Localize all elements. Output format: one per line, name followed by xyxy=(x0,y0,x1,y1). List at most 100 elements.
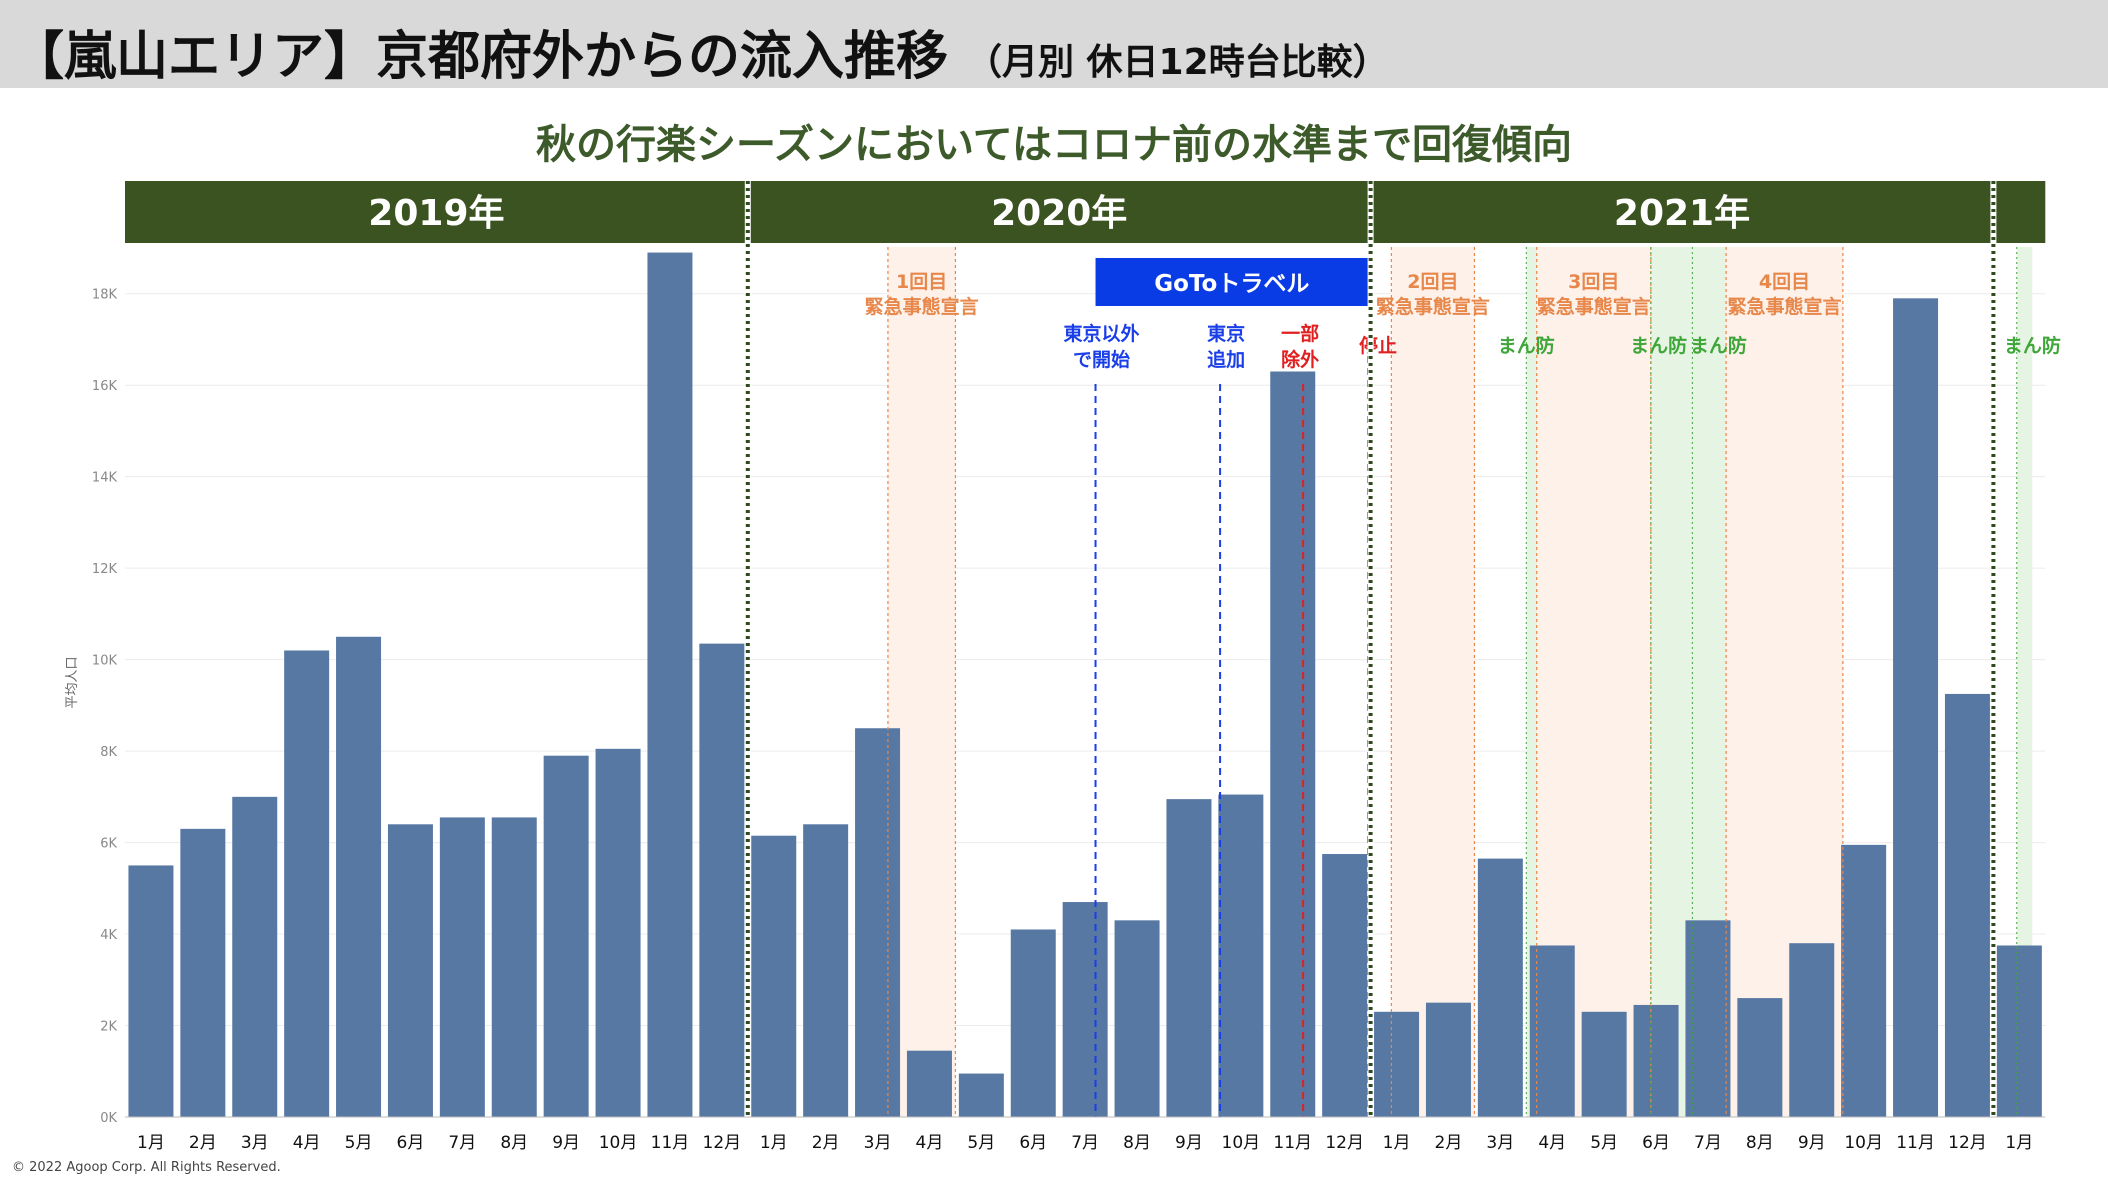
page-subtitle: （月別 休日12時台比較） xyxy=(966,42,1389,83)
x-tick-label: 8月 xyxy=(1746,1133,1774,1153)
bar xyxy=(1010,929,1056,1117)
x-tick-label: 12月 xyxy=(703,1133,742,1153)
year-label: 2019年 xyxy=(368,193,504,234)
emergency-label: 緊急事態宣言 xyxy=(1537,295,1651,318)
x-tick-label: 7月 xyxy=(448,1133,476,1153)
bar xyxy=(1737,998,1783,1117)
copyright: © 2022 Agoop Corp. All Rights Reserved. xyxy=(12,1160,281,1175)
y-tick-label: 16K xyxy=(92,379,118,394)
x-tick-label: 6月 xyxy=(397,1133,425,1153)
bar xyxy=(1893,298,1939,1117)
bar xyxy=(1685,920,1731,1117)
x-tick-label: 10月 xyxy=(1844,1133,1883,1153)
bar xyxy=(1322,854,1368,1117)
bar xyxy=(180,828,226,1117)
chart-headline: 秋の行楽シーズンにおいてはコロナ前の水準まで回復傾向 xyxy=(536,122,1572,168)
x-tick-label: 8月 xyxy=(500,1133,528,1153)
bar xyxy=(1166,799,1212,1117)
goto-marker-label: 東京以外 xyxy=(1064,322,1140,345)
x-tick-label: 5月 xyxy=(345,1133,373,1153)
emergency-label: 1回目 xyxy=(896,271,947,293)
x-tick-label: 7月 xyxy=(1071,1133,1099,1153)
x-tick-label: 1月 xyxy=(1383,1133,1411,1153)
year-band xyxy=(1370,181,1994,243)
manbo-label: まん防 xyxy=(1690,334,1747,357)
x-tick-label: 11月 xyxy=(651,1133,690,1153)
bar xyxy=(491,817,537,1117)
y-tick-label: 4K xyxy=(100,928,117,943)
bar xyxy=(1374,1011,1420,1117)
y-tick-label: 10K xyxy=(92,654,118,669)
x-tick-label: 3月 xyxy=(864,1133,892,1153)
x-tick-label: 9月 xyxy=(1798,1133,1826,1153)
goto-label: GoToトラベル xyxy=(1154,271,1309,297)
bar xyxy=(647,252,693,1118)
bar xyxy=(128,865,174,1117)
y-tick-label: 18K xyxy=(92,288,118,303)
x-tick-label: 1月 xyxy=(137,1133,165,1153)
bar xyxy=(1477,858,1523,1117)
bar xyxy=(751,835,797,1117)
x-tick-label: 1月 xyxy=(760,1133,788,1153)
title-bar: 【嵐山エリア】京都府外からの流入推移 （月別 休日12時台比較） xyxy=(0,0,2108,88)
bar xyxy=(1789,943,1835,1117)
x-tick-label: 12月 xyxy=(1948,1133,1987,1153)
emergency-label: 4回目 xyxy=(1759,271,1810,293)
x-tick-label: 4月 xyxy=(293,1133,321,1153)
emergency-label: 2回目 xyxy=(1407,271,1458,293)
goto-marker-label: 除外 xyxy=(1281,348,1319,371)
emergency-band xyxy=(1391,247,1475,1117)
emergency-label: 3回目 xyxy=(1568,271,1619,293)
bar xyxy=(1425,1002,1471,1117)
emergency-label: 緊急事態宣言 xyxy=(865,295,979,318)
x-tick-label: 4月 xyxy=(916,1133,944,1153)
emergency-label: 緊急事態宣言 xyxy=(1727,295,1841,318)
x-tick-label: 9月 xyxy=(1175,1133,1203,1153)
bar xyxy=(439,817,485,1117)
x-tick-label: 2月 xyxy=(1435,1133,1463,1153)
x-tick-label: 1月 xyxy=(2005,1133,2033,1153)
year-label: 2020年 xyxy=(991,193,1127,234)
bar xyxy=(1529,945,1575,1117)
bar xyxy=(595,748,641,1117)
bar xyxy=(1114,920,1160,1117)
goto-box xyxy=(1095,258,1369,306)
manbo-band xyxy=(1526,247,1537,1117)
manbo-label: まん防 xyxy=(1630,334,1687,357)
page-title: 【嵐山エリア】京都府外からの流入推移 （月別 休日12時台比較） xyxy=(12,27,1389,87)
year-label: 2021年 xyxy=(1614,193,1750,234)
bar xyxy=(1944,693,1990,1117)
bar xyxy=(1062,902,1108,1117)
manbo-label: まん防 xyxy=(2004,334,2061,357)
year-band xyxy=(125,181,748,243)
bar xyxy=(543,755,589,1117)
bar xyxy=(906,1050,952,1117)
x-tick-label: 10月 xyxy=(599,1133,638,1153)
x-tick-label: 5月 xyxy=(967,1133,995,1153)
x-tick-label: 7月 xyxy=(1694,1133,1722,1153)
x-tick-label: 9月 xyxy=(552,1133,580,1153)
y-tick-label: 14K xyxy=(92,471,118,486)
bar xyxy=(1633,1004,1679,1117)
x-tick-label: 12月 xyxy=(1325,1133,1364,1153)
x-tick-label: 5月 xyxy=(1590,1133,1618,1153)
x-tick-label: 6月 xyxy=(1019,1133,1047,1153)
bar xyxy=(958,1073,1004,1117)
goto-marker-label: 追加 xyxy=(1207,348,1245,371)
bar xyxy=(387,824,433,1117)
year-band xyxy=(747,181,1371,243)
bar xyxy=(336,636,382,1117)
bar xyxy=(1841,844,1887,1117)
x-tick-label: 3月 xyxy=(1486,1133,1514,1153)
goto-marker-label: 東京 xyxy=(1207,322,1245,345)
x-tick-label: 4月 xyxy=(1538,1133,1566,1153)
manbo-band xyxy=(2016,247,2033,1117)
goto-marker-label: で開始 xyxy=(1073,348,1130,371)
goto-marker-label: 一部 xyxy=(1281,322,1319,345)
y-tick-label: 0K xyxy=(100,1111,117,1126)
bar xyxy=(699,643,745,1117)
x-tick-label: 10月 xyxy=(1222,1133,1261,1153)
y-axis-title: 平均人口 xyxy=(65,656,80,708)
bar xyxy=(1218,794,1264,1117)
